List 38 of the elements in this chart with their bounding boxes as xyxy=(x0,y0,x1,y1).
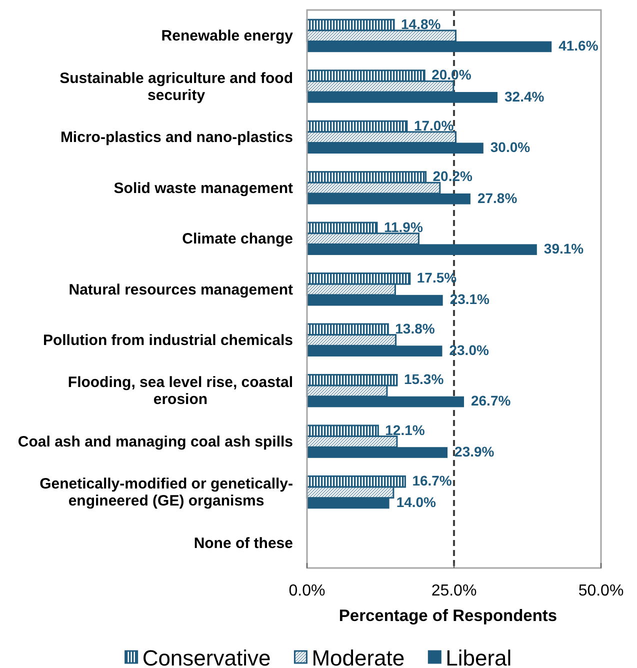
data-label: 32.4% xyxy=(504,88,545,104)
y-tick-label: Flooding, sea level rise, coastal erosion xyxy=(68,374,294,408)
y-tick-label: Coal ash and managing coal ash spills xyxy=(18,433,293,450)
data-label: 23.0% xyxy=(449,342,490,358)
y-tick-label: Climate change xyxy=(182,230,294,248)
data-label: 23.9% xyxy=(454,443,495,460)
data-label: 39.1% xyxy=(544,240,584,256)
x-tick-label: 0.0% xyxy=(288,582,326,600)
legend-label: Moderate xyxy=(312,646,405,668)
data-label: 17.0% xyxy=(414,117,454,134)
y-tick-label: Renewable energy xyxy=(161,28,294,45)
data-label: 16.7% xyxy=(412,472,452,488)
data-label: 30.0% xyxy=(490,139,531,156)
data-label: 27.8% xyxy=(477,190,518,206)
data-label: 20.0% xyxy=(432,66,472,83)
data-label: 23.1% xyxy=(450,291,490,308)
data-label: 17.5% xyxy=(416,270,458,286)
y-tick-label: Solid waste management xyxy=(114,180,294,197)
y-tick-label: Genetically-modified or genetically-engineered (GE) organisms xyxy=(40,476,294,510)
data-label: 11.9% xyxy=(384,218,424,235)
data-label: 12.1% xyxy=(385,422,426,438)
data-label: 14.0% xyxy=(396,494,437,510)
data-label: 13.8% xyxy=(395,320,436,336)
data-label: 15.3% xyxy=(404,371,444,388)
data-label: 14.8% xyxy=(401,16,442,32)
legend-label: Conservative xyxy=(142,646,271,668)
y-tick-label: Micro-plastics and nano-plastics xyxy=(60,129,294,146)
x-axis-title: Percentage of Respondents xyxy=(338,606,558,625)
legend-label: Liberal xyxy=(446,646,512,668)
y-tick-label: None of these xyxy=(194,534,294,552)
y-tick-label: Pollution from industrial chemicals xyxy=(42,332,294,349)
data-label: 20.2% xyxy=(432,168,474,184)
y-tick-label: Sustainable agriculture and food security xyxy=(60,70,294,104)
data-label: 26.7% xyxy=(470,392,512,409)
y-tick-label: Natural resources management xyxy=(68,281,294,298)
x-tick-label: 25.0% xyxy=(431,582,477,600)
data-label: 41.6% xyxy=(558,38,599,54)
x-tick-label: 50.0% xyxy=(578,582,624,600)
